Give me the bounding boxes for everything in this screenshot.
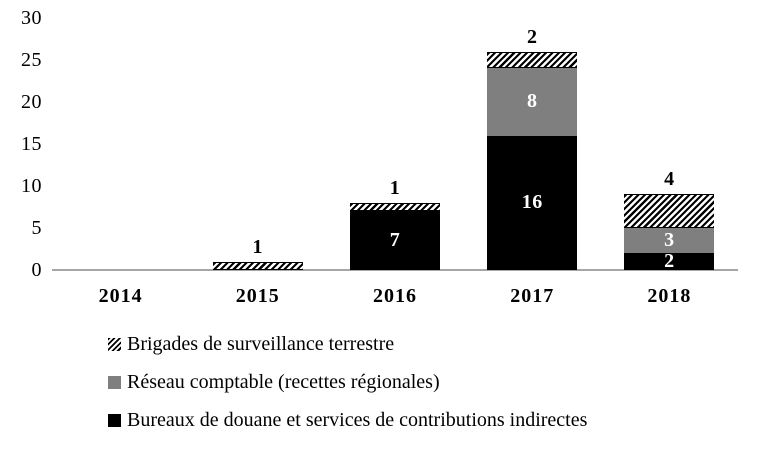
legend-item: Bureaux de douane et services de contrib…: [108, 408, 587, 432]
x-axis-line: [52, 269, 738, 271]
x-tick-label: 2017: [510, 285, 555, 307]
y-tick-label: 5: [31, 217, 42, 239]
x-tick-label: 2015: [235, 285, 280, 307]
bar-segment-solid-gray: [624, 228, 715, 254]
bar-segment-hatched: [212, 261, 303, 270]
legend-swatch-hatched: [108, 337, 121, 351]
legend-swatch-solid-gray: [108, 375, 121, 389]
y-tick-label: 25: [21, 49, 42, 71]
legend-item: Réseau comptable (recettes régionales): [108, 370, 587, 394]
y-tick-label: 15: [21, 133, 42, 155]
legend-label: Bureaux de douane et services de contrib…: [127, 409, 588, 431]
legend: Brigades de surveillance terrestre Réseau…: [108, 332, 587, 446]
bar-segment-hatched: [350, 202, 440, 212]
bar-value-label-above: 2: [526, 25, 538, 48]
x-tick-label: 2014: [98, 285, 143, 307]
bar-value-label-above: 1: [389, 176, 401, 199]
bar-segment-solid-black: [487, 135, 578, 270]
y-tick-label: 30: [21, 7, 42, 29]
y-tick-label: 20: [21, 91, 42, 113]
bar-segment-solid-black: [350, 211, 440, 270]
bar-segment-hatched: [624, 194, 715, 228]
legend-item: Brigades de surveillance terrestre: [108, 332, 587, 356]
legend-swatch-solid-black: [108, 413, 121, 427]
y-tick-label: 0: [31, 259, 42, 281]
x-tick-label: 2018: [647, 285, 692, 307]
bar-segment-solid-black: [624, 253, 715, 270]
bar-value-label-above: 4: [664, 168, 675, 191]
bar-segment-solid-gray: [487, 68, 578, 136]
x-tick-label: 2016: [372, 285, 417, 307]
bar-value-label-above: 1: [252, 235, 264, 258]
bar-segment-hatched: [487, 51, 578, 69]
y-tick-label: 10: [21, 175, 42, 197]
legend-label: Réseau comptable (recettes régionales): [127, 371, 440, 393]
legend-label: Brigades de surveillance terrestre: [127, 333, 395, 355]
